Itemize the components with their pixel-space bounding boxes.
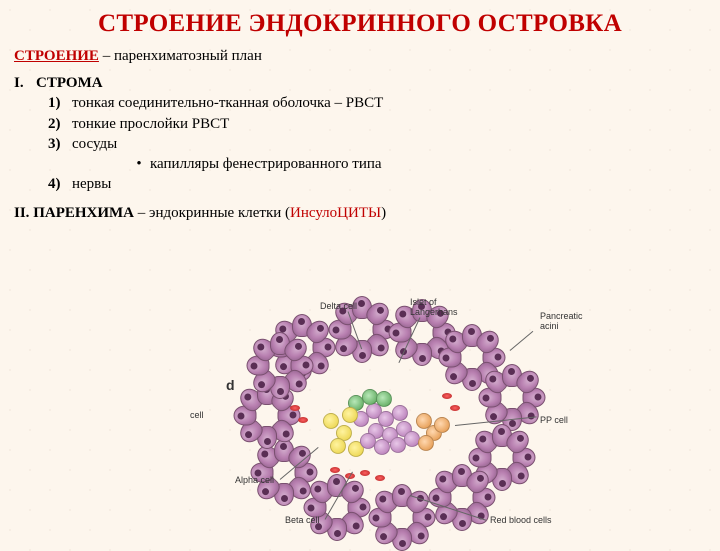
bullet-list: •капилляры фенестрированного типа (128, 154, 720, 174)
rbc (375, 475, 385, 481)
rbc (450, 405, 460, 411)
rbc (330, 467, 340, 473)
list-item: 2)тонкие прослойки РВСТ (48, 114, 720, 134)
label-alpha: Alpha cell (235, 475, 274, 485)
label-pp: PP cell (540, 415, 568, 425)
subtitle-rest: – паренхиматозный план (99, 48, 262, 64)
list-item: 3)сосуды (48, 134, 720, 154)
item-text: нервы (72, 176, 111, 192)
bullet-text: капилляры фенестрированного типа (150, 156, 382, 172)
subtitle: СТРОЕНИЕ – паренхиматозный план (14, 48, 720, 65)
rbc (442, 393, 452, 399)
rbc (290, 405, 300, 411)
item-num: 1) (48, 93, 72, 113)
item-num: 2) (48, 114, 72, 134)
alpha-cell (342, 407, 358, 423)
content-block: I.СТРОМА 1)тонкая соединительно-тканная … (14, 73, 720, 195)
label-islet: Islet of Langerhans (410, 297, 458, 317)
acinus (305, 475, 367, 537)
bullet-mark: • (128, 154, 150, 174)
label-beta: Beta cell (285, 515, 320, 525)
acini-cluster (180, 305, 580, 525)
section-I: I.СТРОМА (14, 73, 720, 93)
rbc (360, 470, 370, 476)
beta-cell (374, 439, 390, 455)
pp-cell (418, 435, 434, 451)
num-list: 1)тонкая соединительно-тканная оболочка … (48, 93, 720, 194)
section-II-red1: Инсуло (290, 205, 337, 221)
label-acini: Pancreatic acini (540, 311, 583, 331)
subtitle-red: СТРОЕНИЕ (14, 48, 99, 64)
bullet-item: •капилляры фенестрированного типа (128, 154, 720, 174)
section-II-tail: ) (381, 205, 386, 221)
section-I-head: СТРОМА (36, 75, 103, 91)
roman-I: I. (14, 73, 36, 93)
acinus (252, 440, 314, 502)
acinus (248, 333, 310, 395)
section-II: II. ПАРЕНХИМА – эндокринные клетки (Инсу… (14, 205, 720, 222)
delta-cell (376, 391, 392, 407)
item-text: тонкие прослойки РВСТ (72, 116, 229, 132)
rbc (298, 417, 308, 423)
label-rbc: Red blood cells (490, 515, 552, 525)
list-item: 1)тонкая соединительно-тканная оболочка … (48, 93, 720, 113)
pp-cell (434, 417, 450, 433)
item-text: сосуды (72, 136, 117, 152)
roman-II: II. (14, 205, 29, 221)
label-cell-left: cell (190, 410, 204, 420)
list-item: 4)нервы (48, 174, 720, 194)
item-text: тонкая соединительно-тканная оболочка – … (72, 95, 383, 111)
page-title: СТРОЕНИЕ ЭНДОКРИННОГО ОСТРОВКА (0, 0, 720, 38)
section-II-red2: ЦИТЫ (337, 205, 381, 221)
figure: d Delta cell Islet of Langerhans Pancrea… (180, 305, 580, 525)
beta-cell (392, 405, 408, 421)
alpha-cell (323, 413, 339, 429)
islet (318, 383, 458, 465)
acinus (370, 485, 432, 547)
label-delta: Delta cell (320, 301, 357, 311)
item-num: 3) (48, 134, 72, 154)
section-II-head: ПАРЕНХИМА (33, 205, 134, 221)
section-II-rest-black: – эндокринные клетки ( (134, 205, 290, 221)
alpha-cell (330, 438, 346, 454)
item-num: 4) (48, 174, 72, 194)
